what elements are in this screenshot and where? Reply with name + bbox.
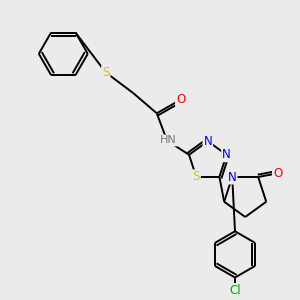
Text: Cl: Cl	[229, 284, 241, 297]
Text: S: S	[102, 66, 110, 79]
Text: N: N	[228, 170, 237, 184]
Text: N: N	[203, 135, 212, 148]
Text: S: S	[193, 170, 200, 183]
Text: N: N	[222, 148, 231, 161]
Text: O: O	[273, 167, 282, 180]
Text: O: O	[176, 93, 185, 106]
Text: HN: HN	[160, 136, 177, 146]
